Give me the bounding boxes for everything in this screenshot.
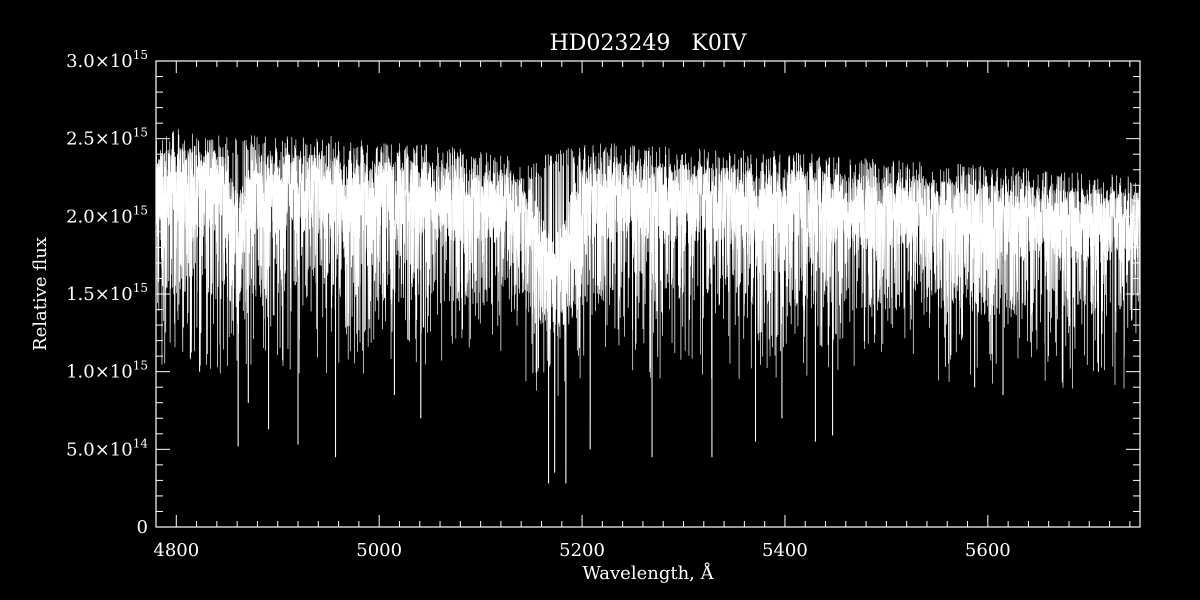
y-tick-label: 2.5×1015 bbox=[66, 126, 148, 150]
x-tick-label: 4800 bbox=[153, 540, 199, 561]
x-axis: 4800 5000 5200 5400 5600 bbox=[153, 61, 1131, 561]
x-tick-label: 5400 bbox=[762, 540, 808, 561]
x-tick-label: 5000 bbox=[356, 540, 402, 561]
x-tick-label: 5200 bbox=[559, 540, 605, 561]
y-tick-label: 2.0×1015 bbox=[66, 203, 148, 227]
y-tick-label: 3.0×1015 bbox=[66, 48, 148, 72]
x-axis-label: Wavelength, Å bbox=[582, 562, 714, 584]
y-axis-label: Relative flux bbox=[30, 237, 51, 351]
y-tick-label: 1.5×1015 bbox=[66, 281, 148, 305]
x-tick-label: 5600 bbox=[965, 540, 1011, 561]
y-tick-label: 1.0×1015 bbox=[66, 359, 148, 383]
y-tick-label: 0 bbox=[137, 517, 148, 538]
chart-title: HD023249 K0IV bbox=[550, 31, 748, 56]
y-tick-label: 5.0×1014 bbox=[66, 436, 148, 460]
spectrum-line bbox=[156, 128, 1140, 484]
spectrum-series bbox=[156, 128, 1140, 484]
